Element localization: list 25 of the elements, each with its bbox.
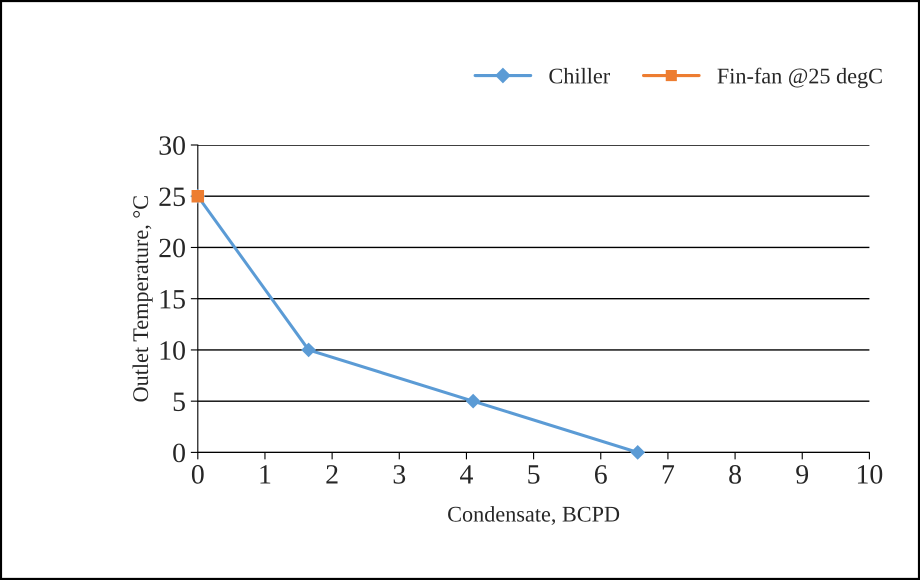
y-axis-title: Outlet Temperature, °C	[132, 196, 153, 402]
legend-label: Fin-fan @25 degC	[717, 68, 882, 88]
x-tick-label: 2	[326, 465, 338, 484]
y-tick-label: 25	[159, 187, 185, 206]
x-tick-label: 5	[528, 465, 540, 484]
point	[302, 342, 316, 358]
x-tick-label: 3	[394, 465, 406, 484]
x-tick-label: 6	[595, 465, 607, 484]
x-axis-title: Condensate, BCPD	[448, 506, 620, 525]
x-tick-label: 0	[192, 465, 204, 484]
y-tick-label: 20	[159, 238, 185, 258]
x-tick-label: 8	[729, 465, 741, 484]
point	[466, 394, 480, 408]
y-tick-label: 30	[160, 136, 185, 155]
x-tick-label: 7	[662, 465, 674, 484]
x-tick-label: 9	[796, 465, 808, 484]
point	[630, 445, 645, 460]
y-tick-label: 10	[160, 341, 185, 360]
x-tick-label: 1	[260, 465, 270, 484]
y-tick-label: 0	[173, 444, 185, 462]
y-tick-label: 5	[174, 392, 185, 412]
legend-label: Chiller	[549, 68, 610, 84]
x-tick-label: 10	[858, 465, 882, 484]
y-tick-label: 15	[160, 290, 185, 309]
x-tick-label: 4	[460, 465, 473, 484]
